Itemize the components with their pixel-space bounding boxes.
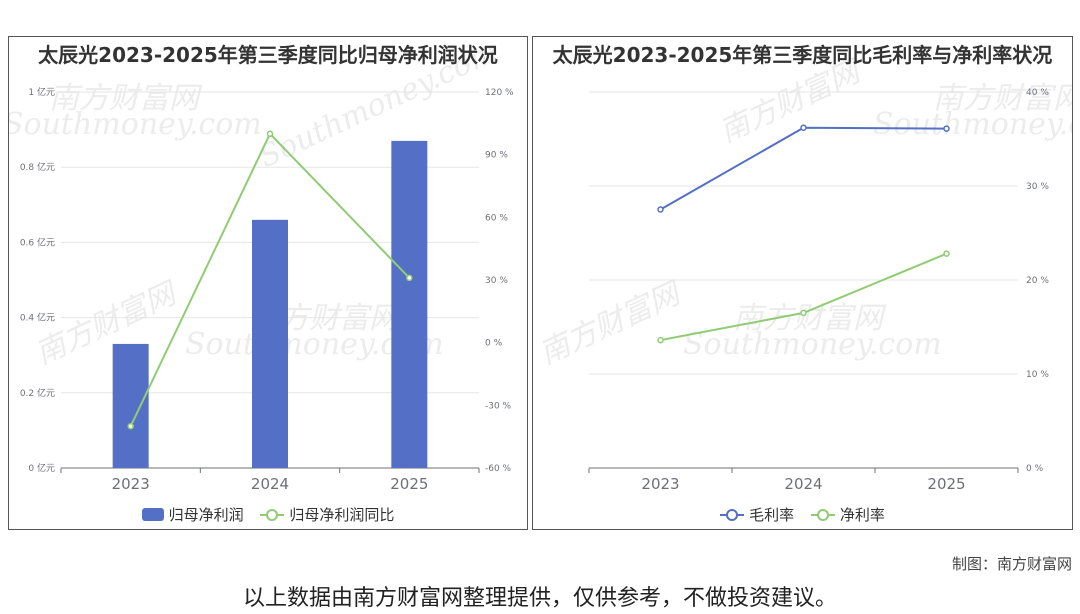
legend-item-gross-margin[interactable]: 毛利率 — [720, 504, 794, 525]
x-tick-label: 2023 — [112, 475, 150, 493]
chart-title: 太辰光2023-2025年第三季度同比归母净利润状况 — [38, 43, 498, 67]
bar — [391, 140, 428, 468]
x-tick-label: 2025 — [390, 475, 428, 493]
x-tick-label: 2025 — [927, 475, 965, 493]
x-tick-label: 2024 — [784, 475, 822, 493]
line-point — [406, 274, 413, 282]
bar — [252, 219, 288, 468]
legend-line-swatch — [720, 508, 745, 521]
line-point — [800, 309, 807, 317]
legend: 毛利率 净利率 — [533, 504, 1072, 525]
y-right-tick-label: 20 % — [1026, 276, 1049, 286]
y-right-tick-label: -30 % — [485, 401, 512, 411]
y-left-tick-label: 0.2 亿元 — [20, 387, 55, 399]
line-point — [657, 336, 664, 344]
legend-label: 归母净利润同比 — [289, 506, 395, 524]
y-right-tick-label: -60 % — [485, 464, 512, 474]
legend-line-swatch — [260, 508, 285, 521]
legend: 归母净利润 归母净利润同比 — [9, 504, 527, 526]
y-left-tick-label: 0.8 亿元 — [20, 161, 55, 173]
line-point — [266, 130, 274, 138]
legend-label: 归母净利润 — [168, 505, 244, 524]
y-right-tick-label: 30 % — [1026, 182, 1049, 192]
line-point — [657, 206, 664, 213]
y-left-tick-label: 0 亿元 — [28, 462, 55, 474]
y-left-tick-label: 0.6 亿元 — [20, 236, 55, 248]
y-right-tick-label: 40 % — [1026, 88, 1049, 98]
line-point — [943, 250, 950, 257]
line-point — [943, 125, 950, 132]
legend-bar-swatch — [141, 507, 164, 521]
legend-label: 毛利率 — [749, 506, 795, 524]
chart-panel-net-profit: 南方财富网 Southmoney.com Southmoney.com 南方财富… — [8, 36, 528, 530]
y-left-tick-label: 0.4 亿元 — [20, 312, 55, 324]
line-chart: 0 % 10 % 20 % 30 % 40 % 2023 2024 2025 — [588, 88, 1049, 493]
bar — [112, 343, 149, 468]
line-point — [127, 422, 134, 430]
bar-line-chart: 0 亿元 0.2 亿元 0.4 亿元 0.6 亿元 0.8 亿元 1 亿元 -60 % -30… — [20, 86, 514, 493]
legend-line-swatch — [810, 508, 835, 521]
chart-panel-margins: 南方财富网 Southmoney.com 南方财富网 南方财富网 Southmo… — [532, 36, 1073, 530]
disclaimer: 以上数据由南方财富网整理提供，仅供参考，不做投资建议。 — [242, 586, 837, 611]
x-tick-label: 2024 — [251, 475, 289, 493]
y-right-tick-label: 10 % — [1026, 370, 1049, 380]
chart-title: 太辰光2023-2025年第三季度同比毛利率与净利率状况 — [552, 43, 1053, 67]
chart-credit: 制图：南方财富网 — [951, 555, 1072, 573]
line-point — [800, 124, 807, 131]
series-line — [660, 126, 947, 211]
y-right-tick-label: 0 % — [1026, 464, 1044, 474]
y-right-tick-label: 90 % — [485, 151, 508, 161]
x-tick-label: 2023 — [641, 475, 679, 493]
y-right-tick-label: 120 % — [485, 88, 514, 98]
legend-item-net-profit[interactable]: 归母净利润 — [141, 504, 244, 525]
legend-item-net-margin[interactable]: 净利率 — [810, 504, 885, 525]
legend-label: 净利率 — [839, 506, 885, 524]
legend-item-net-profit-yoy[interactable]: 归母净利润同比 — [260, 504, 394, 525]
series-line — [660, 252, 947, 342]
y-right-tick-label: 0 % — [485, 339, 503, 349]
y-right-tick-label: 30 % — [485, 276, 508, 286]
y-right-tick-label: 60 % — [485, 213, 508, 223]
y-left-tick-label: 1 亿元 — [28, 86, 55, 98]
